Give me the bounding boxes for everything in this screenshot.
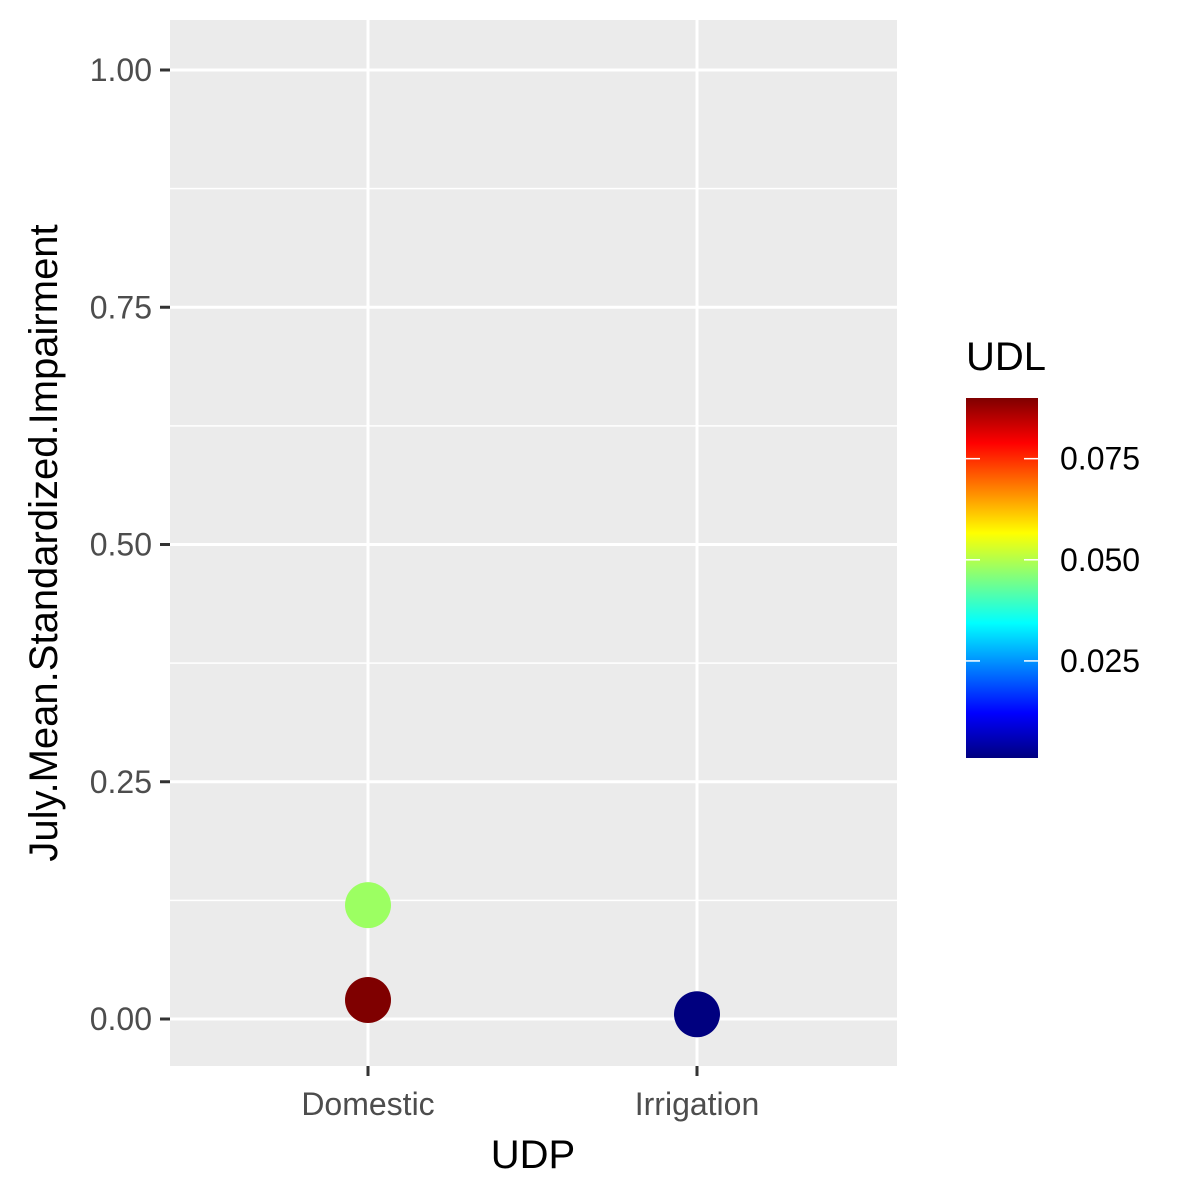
y-tick-label: 0.75 xyxy=(90,289,152,325)
y-tick-label: 1.00 xyxy=(90,52,152,88)
color-legend: UDL 0.025 0.050 0.075 xyxy=(966,335,1140,758)
legend-colorbar xyxy=(966,398,1038,758)
legend-ticks: 0.025 0.050 0.075 xyxy=(966,441,1140,679)
legend-tick-label: 0.075 xyxy=(1060,441,1140,477)
x-axis: Domestic Irrigation xyxy=(301,1066,759,1122)
legend-tick-label: 0.025 xyxy=(1060,643,1140,679)
data-point xyxy=(345,882,391,929)
x-tick-label: Irrigation xyxy=(635,1086,760,1122)
y-axis-title: July.Mean.Standardized.Impairment xyxy=(22,224,66,861)
legend-title: UDL xyxy=(966,335,1046,379)
y-tick-label: 0.50 xyxy=(90,527,152,563)
data-points xyxy=(345,882,720,1038)
grid-minor xyxy=(170,187,897,902)
y-tick-label: 0.25 xyxy=(90,764,152,800)
data-point xyxy=(674,991,720,1038)
x-axis-title: UDP xyxy=(491,1133,575,1177)
data-point xyxy=(345,977,391,1024)
x-tick-label: Domestic xyxy=(301,1086,434,1122)
y-tick-label: 0.00 xyxy=(90,1001,152,1037)
legend-tick-label: 0.050 xyxy=(1060,542,1140,578)
y-axis: 0.00 0.25 0.50 0.75 1.00 xyxy=(90,52,170,1037)
